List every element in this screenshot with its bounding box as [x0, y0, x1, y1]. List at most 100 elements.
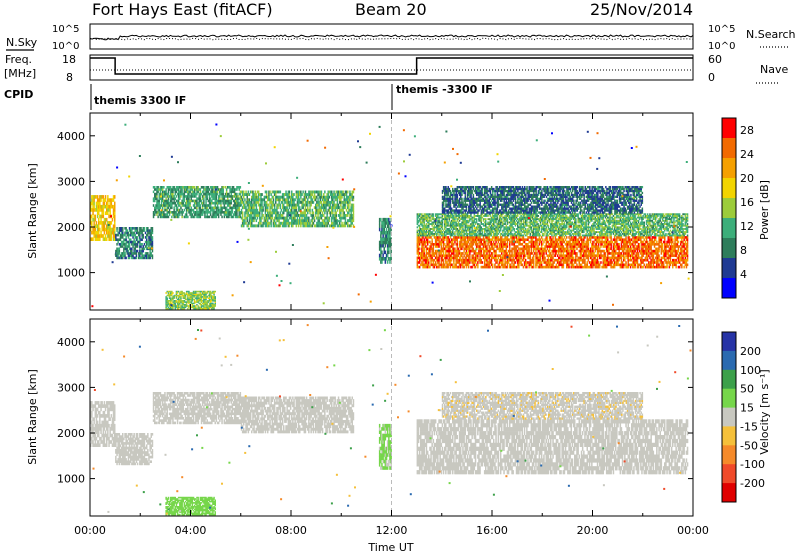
heatmap-cell — [246, 224, 248, 228]
heatmap-cell — [180, 186, 182, 189]
heatmap-cell — [351, 190, 353, 194]
heatmap-cell — [148, 240, 150, 244]
heatmap-cell — [92, 198, 94, 202]
heatmap-cell — [294, 214, 296, 217]
heatmap-cell — [172, 213, 174, 216]
heatmap-cell — [335, 190, 337, 194]
heatmap-cell — [175, 301, 178, 303]
heatmap-cell — [206, 290, 208, 293]
heatmap-cell — [513, 263, 515, 267]
heatmap-cell — [293, 211, 295, 215]
heatmap-cell — [221, 197, 223, 200]
heatmap-cell — [505, 236, 508, 239]
heatmap-cell — [550, 236, 552, 239]
heatmap-cell — [350, 203, 352, 207]
heatmap-cell — [551, 263, 553, 267]
heatmap-cell — [385, 257, 388, 261]
heatmap-cell — [527, 245, 529, 248]
heatmap-cell — [315, 206, 317, 210]
heatmap-cell — [571, 256, 574, 260]
heatmap-cell — [231, 186, 234, 189]
heatmap-cell — [181, 190, 183, 194]
heatmap-cell — [347, 214, 349, 217]
heatmap-cell — [171, 292, 173, 294]
heatmap-cell — [321, 211, 324, 215]
heatmap-cell — [315, 195, 317, 199]
heatmap-cell — [417, 247, 420, 251]
heatmap-cell — [459, 256, 462, 260]
heatmap-cell — [323, 195, 325, 199]
heatmap-cell — [388, 221, 390, 225]
heatmap-cell — [260, 203, 262, 207]
heatmap-cell — [540, 254, 543, 257]
heatmap-cell — [343, 193, 345, 196]
heatmap-cell — [221, 192, 223, 196]
heatmap-cell — [421, 245, 423, 248]
heatmap-cell — [127, 236, 130, 239]
heatmap-cell — [381, 240, 383, 245]
heatmap-cell — [336, 200, 339, 204]
heatmap-cell — [596, 236, 599, 239]
heatmap-cell — [108, 237, 110, 241]
heatmap-cell — [261, 214, 263, 217]
heatmap-cell — [247, 208, 250, 212]
heatmap-cell — [213, 296, 215, 298]
heatmap-cell — [172, 186, 174, 189]
heatmap-cell — [486, 256, 488, 260]
heatmap-cell — [382, 234, 384, 238]
heatmap-cell — [417, 256, 420, 260]
heatmap-cell — [253, 206, 255, 210]
heatmap-cell — [473, 263, 476, 267]
heatmap-cell — [547, 258, 550, 262]
heatmap-cell — [631, 249, 633, 253]
heatmap-cell — [139, 243, 141, 246]
heatmap-cell — [142, 245, 144, 248]
heatmap-cell — [578, 236, 580, 239]
heatmap-cell — [195, 290, 197, 293]
heatmap-cell — [259, 219, 261, 223]
heatmap-cell — [130, 238, 132, 241]
heatmap-cell — [313, 206, 316, 210]
heatmap-cell — [457, 265, 460, 269]
heatmap-cell — [222, 199, 224, 203]
heatmap-cell — [571, 243, 574, 246]
heatmap-cell — [289, 216, 292, 220]
heatmap-cell — [576, 252, 578, 255]
heatmap-cell — [317, 193, 319, 196]
heatmap-cell — [571, 240, 574, 244]
heatmap-cell — [560, 252, 562, 255]
heatmap-cell — [190, 188, 192, 191]
heatmap-cell — [502, 240, 504, 244]
heatmap-cell — [203, 305, 205, 307]
heatmap-cell — [485, 254, 487, 257]
heatmap-cell — [275, 195, 277, 199]
heatmap-cell — [417, 261, 420, 264]
heatmap-cell — [603, 256, 606, 260]
heatmap-cell — [147, 256, 149, 260]
heatmap-cell — [507, 238, 510, 241]
heatmap-cell — [434, 245, 437, 248]
heatmap-cell — [304, 195, 307, 199]
heatmap-cell — [621, 247, 624, 251]
heatmap-cell — [253, 208, 255, 212]
heatmap-cell — [247, 224, 250, 228]
heatmap-cell — [550, 258, 552, 262]
heatmap-cell — [625, 265, 627, 269]
heatmap-cell — [461, 245, 463, 248]
heatmap-cell — [279, 203, 282, 207]
heatmap-cell — [223, 199, 226, 203]
heatmap-cell — [418, 236, 421, 239]
heatmap-cell — [143, 227, 146, 230]
heatmap-cell — [574, 236, 576, 239]
heatmap-cell — [317, 200, 319, 204]
heatmap-cell — [320, 208, 323, 212]
heatmap-cell — [506, 261, 509, 264]
heatmap-cell — [417, 240, 420, 244]
heatmap-cell — [107, 211, 109, 215]
heatmap-cell — [559, 238, 561, 241]
heatmap-cell — [196, 301, 198, 303]
heatmap-cell — [171, 215, 173, 219]
heatmap-cell — [383, 217, 385, 222]
heatmap-cell — [224, 206, 227, 210]
heatmap-cell — [440, 263, 443, 267]
